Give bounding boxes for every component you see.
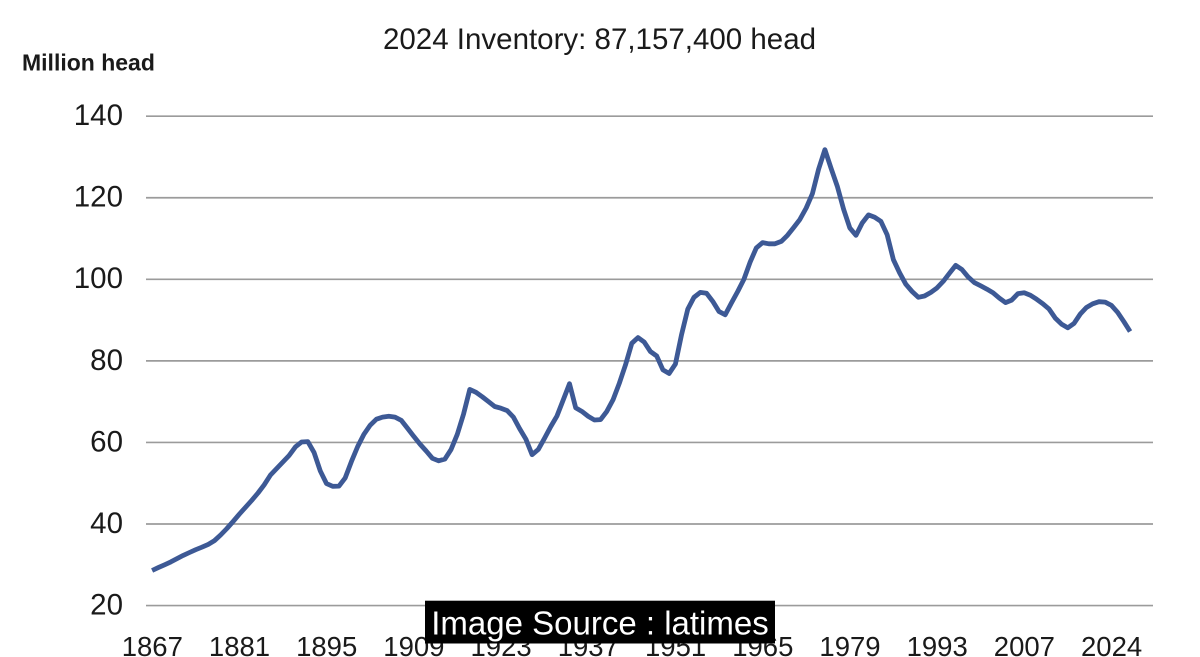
svg-text:80: 80 (90, 344, 123, 377)
svg-text:40: 40 (90, 507, 123, 540)
svg-text:120: 120 (74, 181, 123, 214)
svg-text:1881: 1881 (209, 631, 270, 657)
svg-text:2007: 2007 (994, 631, 1055, 657)
svg-text:Image Source : latimes: Image Source : latimes (431, 605, 768, 642)
svg-text:Million head: Million head (22, 50, 155, 76)
svg-text:2024: 2024 (1081, 631, 1142, 657)
svg-text:1993: 1993 (907, 631, 968, 657)
svg-text:2024 Inventory: 87,157,400 hea: 2024 Inventory: 87,157,400 head (383, 23, 816, 56)
svg-text:100: 100 (74, 262, 123, 295)
svg-text:1895: 1895 (296, 631, 357, 657)
svg-text:1979: 1979 (819, 631, 880, 657)
svg-text:20: 20 (90, 588, 123, 621)
svg-text:1867: 1867 (122, 631, 183, 657)
svg-text:60: 60 (90, 425, 123, 458)
svg-text:140: 140 (74, 99, 123, 132)
